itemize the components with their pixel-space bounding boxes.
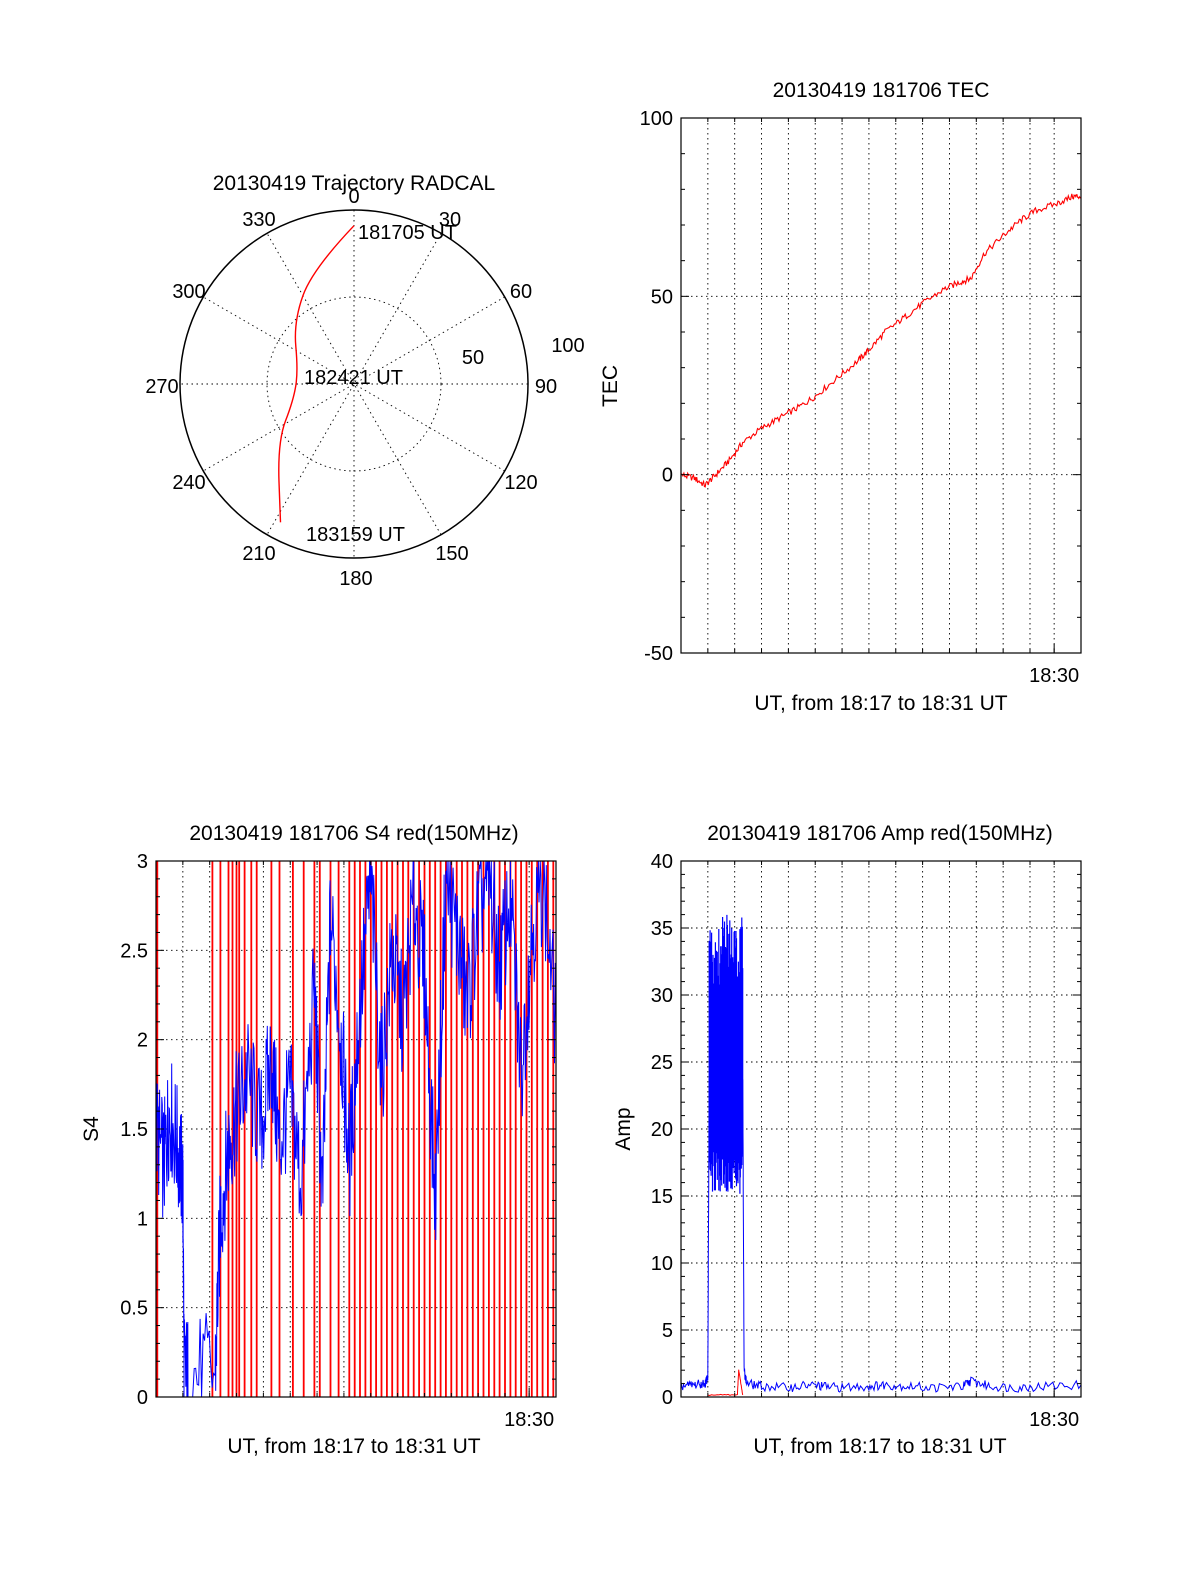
polar-angle-label: 150: [435, 543, 468, 565]
s4-xlabel: UT, from 18:17 to 18:31 UT: [227, 1435, 480, 1458]
s4-ytick-label: 0: [137, 1387, 148, 1409]
polar-spoke: [266, 233, 442, 535]
polar-angle-label: 120: [504, 472, 537, 494]
amp-ytick-label: 10: [651, 1253, 673, 1275]
amp-red-line: [707, 1369, 744, 1397]
amp-ticks: 0 5 10 15 20 25 30 35 40 18:30: [651, 851, 1081, 1431]
tec-ytick-label: 100: [640, 108, 673, 130]
s4-ytick-label: 2.5: [120, 940, 148, 962]
polar-angle-label: 270: [145, 376, 178, 398]
amp-ytick-label: 25: [651, 1052, 673, 1074]
s4-panel: 20130419 181706 S4 red(150MHz) 0 0.5 1 1.5 2…: [80, 822, 557, 1458]
amp-xlabel: UT, from 18:17 to 18:31 UT: [753, 1435, 1006, 1458]
amp-ytick-label: 15: [651, 1186, 673, 1208]
polar-angle-label: 60: [510, 281, 532, 303]
tec-frame: [680, 117, 1082, 654]
tec-ytick-label: -50: [644, 643, 673, 665]
s4-grid: [156, 861, 556, 1397]
polar-angle-label: 300: [172, 281, 205, 303]
amp-ytick-label: 40: [651, 851, 673, 873]
polar-series: [278, 225, 355, 523]
polar-angle-label: 240: [172, 472, 205, 494]
polar-annotation: 181705 UT: [358, 222, 457, 244]
amp-ylabel: Amp: [612, 1107, 635, 1150]
s4-ticks: 0 0.5 1 1.5 2 2.5 3 18:30: [120, 851, 556, 1431]
tec-series: [680, 193, 1082, 488]
polar-outer-circle: [179, 209, 529, 559]
polar-radial-labels: 50 100: [462, 335, 585, 369]
s4-ytick-label: 2: [137, 1030, 148, 1052]
s4-ytick-label: 1: [137, 1208, 148, 1230]
amp-series: [680, 914, 1082, 1397]
polar-annotations: 181705 UT 182421 UT 183159 UT: [304, 222, 457, 546]
s4-blue-line: [155, 860, 557, 1398]
s4-ytick-label: 0.5: [120, 1298, 148, 1320]
polar-panel: 20130419 Trajectory RADCAL 0 30 60 90 120 150…: [145, 172, 584, 590]
amp-panel: 20130419 181706 Amp red(150MHz) 0 5 10 15 20…: [612, 822, 1082, 1458]
polar-annotation: 182421 UT: [304, 367, 403, 389]
polar-angle-label: 330: [242, 209, 275, 231]
polar-angle-label: 30: [439, 209, 461, 231]
polar-title: 20130419 Trajectory RADCAL: [213, 172, 496, 195]
tec-series-line: [680, 193, 1082, 488]
s4-title: 20130419 181706 S4 red(150MHz): [189, 822, 518, 845]
polar-spoke: [266, 233, 442, 535]
amp-ytick-label: 20: [651, 1119, 673, 1141]
polar-radial-label: 50: [462, 347, 484, 369]
tec-ytick-label: 0: [662, 465, 673, 487]
amp-xtick-label: 18:30: [1029, 1409, 1079, 1431]
polar-angle-labels: 0 30 60 90 120 150 180 210 240 270 300 330: [145, 186, 557, 590]
tec-xlabel: UT, from 18:17 to 18:31 UT: [754, 692, 1007, 715]
polar-trajectory-line: [278, 225, 355, 523]
polar-angle-label: 0: [348, 186, 359, 208]
tec-xtick-label: 18:30: [1029, 665, 1079, 687]
s4-xtick-label: 18:30: [504, 1409, 554, 1431]
tec-ytick-label: 50: [651, 286, 673, 308]
polar-angle-label: 180: [339, 568, 372, 590]
polar-angle-label: 90: [535, 376, 557, 398]
tec-panel: 20130419 181706 TEC -50 0 50 100 18:30 TEC U…: [599, 79, 1082, 715]
amp-ytick-label: 35: [651, 918, 673, 940]
amp-ytick-label: 0: [662, 1387, 673, 1409]
tec-ticks: -50 0 50 100 18:30: [640, 108, 1081, 687]
s4-ytick-label: 1.5: [120, 1119, 148, 1141]
amp-title: 20130419 181706 Amp red(150MHz): [707, 822, 1053, 845]
polar-radial-label: 100: [551, 335, 584, 357]
polar-grid: [180, 210, 528, 558]
polar-annotation: 183159 UT: [306, 524, 405, 546]
amp-ytick-label: 30: [651, 985, 673, 1007]
tec-grid: [681, 118, 1081, 653]
amp-grid: [681, 861, 1081, 1397]
polar-ring-50: [266, 296, 442, 472]
amp-blue-band: [708, 914, 744, 1194]
amp-blue-line: [680, 1071, 1082, 1393]
tec-ylabel: TEC: [599, 365, 622, 407]
s4-ylabel: S4: [80, 1116, 103, 1142]
s4-ytick-label: 3: [137, 851, 148, 873]
polar-angle-label: 210: [242, 543, 275, 565]
tec-title: 20130419 181706 TEC: [773, 79, 990, 102]
amp-ytick-label: 5: [662, 1320, 673, 1342]
